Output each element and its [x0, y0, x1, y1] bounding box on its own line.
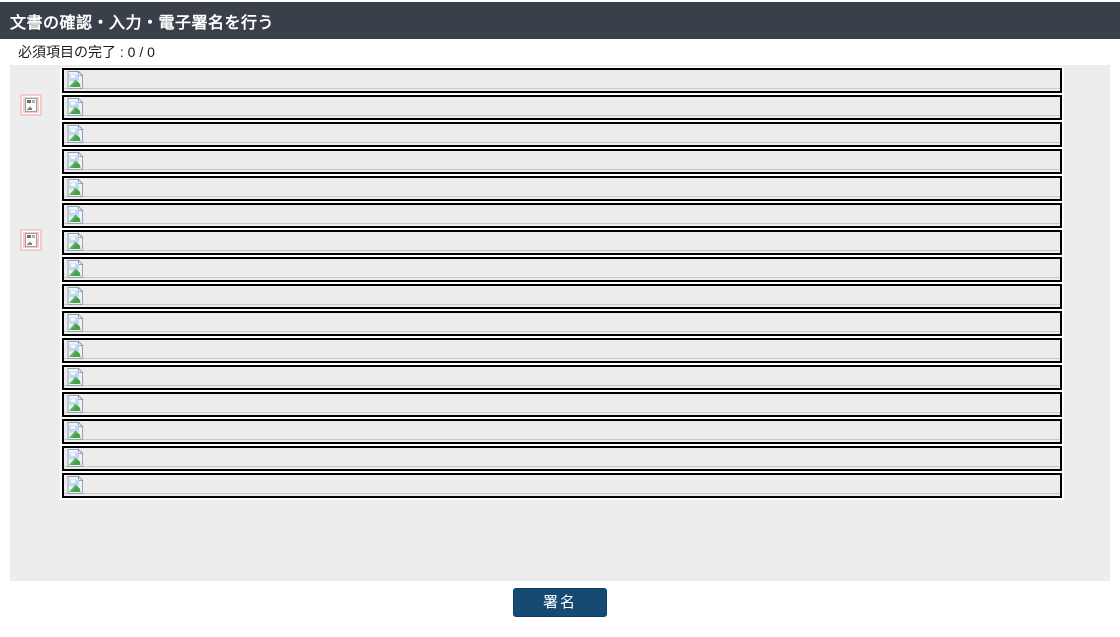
footer-area: 署名 — [0, 581, 1120, 637]
broken-image-icon — [67, 124, 84, 143]
broken-image-icon — [67, 313, 84, 332]
broken-image-icon — [67, 232, 84, 251]
title-bar: 文書の確認・入力・電子署名を行う — [0, 2, 1120, 39]
document-page-row — [62, 473, 1062, 498]
broken-image-icon-small — [25, 233, 37, 247]
document-page-row — [62, 95, 1062, 120]
document-viewer-panel — [10, 65, 1110, 581]
document-pages-list — [60, 67, 1064, 500]
broken-image-icon-small — [25, 98, 37, 112]
broken-image-icon — [67, 394, 84, 413]
broken-image-icon — [67, 97, 84, 116]
broken-image-icon — [67, 205, 84, 224]
document-page-row — [62, 284, 1062, 309]
signature-field-marker-inner — [22, 96, 40, 114]
document-page-row — [62, 68, 1062, 93]
document-page-row — [62, 392, 1062, 417]
broken-image-icon — [67, 151, 84, 170]
broken-image-icon — [67, 178, 84, 197]
broken-image-icon — [67, 367, 84, 386]
document-page-row — [62, 446, 1062, 471]
signature-field-marker[interactable] — [20, 94, 42, 116]
signature-field-marker-inner — [22, 231, 40, 249]
document-page-row — [62, 419, 1062, 444]
document-page-row — [62, 176, 1062, 201]
broken-image-icon — [67, 475, 84, 494]
document-page-row — [62, 149, 1062, 174]
broken-image-icon — [67, 259, 84, 278]
sign-button[interactable]: 署名 — [513, 588, 607, 617]
broken-image-icon — [67, 340, 84, 359]
broken-image-icon — [67, 70, 84, 89]
broken-image-icon — [67, 286, 84, 305]
document-page-row — [62, 230, 1062, 255]
page-title: 文書の確認・入力・電子署名を行う — [10, 14, 275, 32]
required-items-status: 必須項目の完了 : 0 / 0 — [18, 44, 155, 60]
document-page-row — [62, 203, 1062, 228]
document-page-row — [62, 257, 1062, 282]
document-page-row — [62, 311, 1062, 336]
broken-image-icon — [67, 448, 84, 467]
broken-image-icon — [67, 421, 84, 440]
signature-field-marker[interactable] — [20, 229, 42, 251]
document-page-row — [62, 365, 1062, 390]
document-page-row — [62, 122, 1062, 147]
document-page-row — [62, 338, 1062, 363]
